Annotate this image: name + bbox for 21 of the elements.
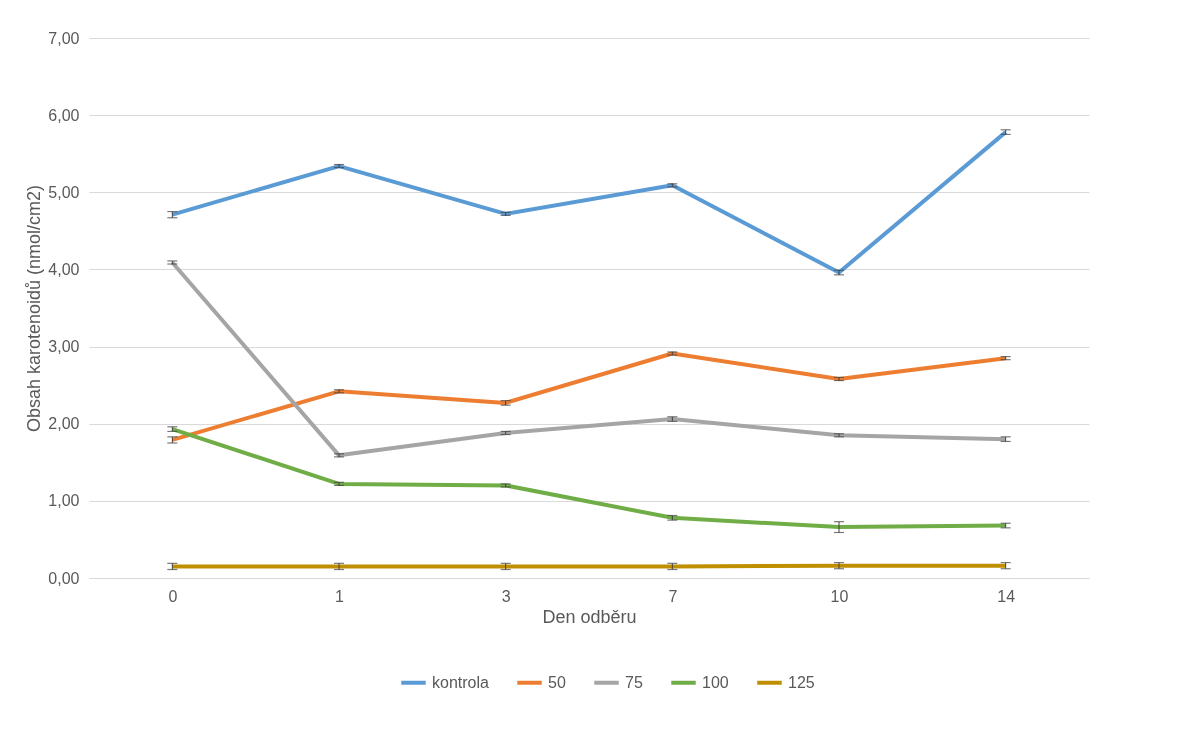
y-tick-label: 5,00 — [48, 183, 80, 201]
y-tick-label: 0,00 — [48, 569, 80, 587]
y-axis-title: Obsah karotenoidů (nmol/cm2) — [24, 184, 45, 433]
y-tick-label: 7,00 — [48, 29, 80, 47]
legend-label: 100 — [702, 673, 729, 691]
x-tick-label: 1 — [335, 587, 345, 605]
legend-label: 50 — [548, 673, 566, 691]
x-tick-label: 3 — [501, 587, 511, 605]
y-tick-label: 3,00 — [48, 338, 80, 356]
y-tick-label: 4,00 — [48, 260, 80, 278]
x-tick-label: 0 — [168, 587, 178, 605]
x-axis-title: Den odběru — [542, 606, 637, 627]
y-tick-label: 6,00 — [48, 106, 80, 124]
legend-label: 125 — [788, 673, 815, 691]
x-tick-label: 7 — [668, 587, 678, 605]
x-tick-label: 10 — [830, 587, 849, 605]
x-tick-label: 14 — [997, 587, 1016, 605]
legend-label: kontrola — [432, 673, 490, 691]
y-tick-label: 2,00 — [48, 415, 80, 433]
y-tick-label: 1,00 — [48, 492, 80, 510]
legend-label: 75 — [625, 673, 643, 691]
